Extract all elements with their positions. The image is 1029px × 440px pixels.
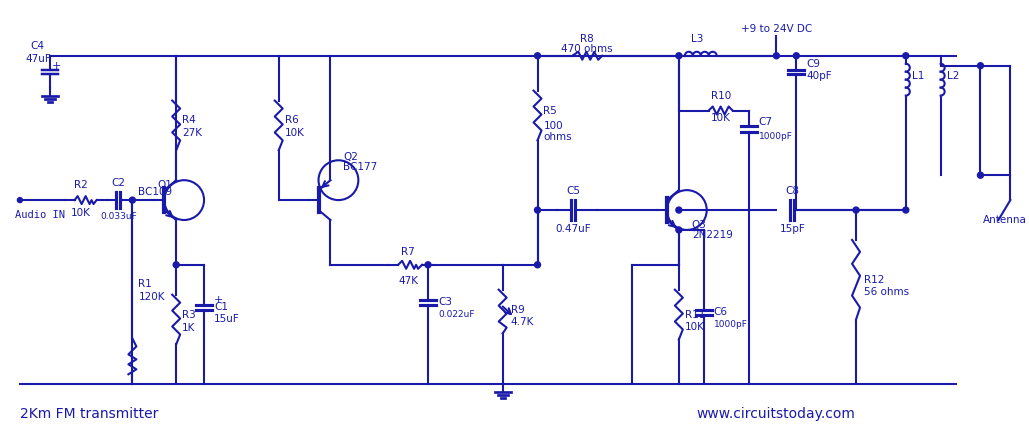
Text: R8: R8 [580, 34, 594, 44]
Circle shape [978, 172, 984, 178]
Text: 100
ohms: 100 ohms [543, 121, 572, 142]
Text: R7: R7 [401, 247, 415, 257]
Circle shape [853, 207, 859, 213]
Circle shape [425, 262, 431, 268]
Text: R11: R11 [685, 310, 705, 319]
Text: 2N2219: 2N2219 [691, 230, 733, 240]
Text: 0.033uF: 0.033uF [100, 212, 137, 221]
Text: BC177: BC177 [344, 162, 378, 172]
Text: 0.022uF: 0.022uF [438, 310, 474, 319]
Text: 15uF: 15uF [214, 314, 240, 323]
Text: R10: R10 [711, 91, 731, 101]
Text: C6: C6 [714, 307, 728, 316]
Circle shape [902, 207, 909, 213]
Text: 1000pF: 1000pF [714, 320, 748, 329]
Text: +: + [52, 61, 62, 71]
Text: 47K: 47K [398, 276, 418, 286]
Text: +: + [214, 295, 223, 304]
Text: 10K: 10K [685, 322, 705, 331]
Text: 470 ohms: 470 ohms [562, 44, 613, 54]
Text: R5: R5 [543, 106, 558, 116]
Text: Audio IN: Audio IN [15, 210, 65, 220]
Circle shape [676, 227, 682, 233]
Text: L2: L2 [947, 71, 959, 81]
Text: R4: R4 [182, 115, 196, 125]
Text: C4: C4 [31, 41, 45, 51]
Circle shape [534, 207, 540, 213]
Text: 47uF: 47uF [25, 54, 50, 64]
Text: L1: L1 [912, 71, 924, 81]
Text: Q3: Q3 [691, 220, 707, 230]
Text: R3: R3 [182, 310, 196, 319]
Text: 1000pF: 1000pF [758, 132, 792, 141]
Text: 10K: 10K [711, 114, 731, 124]
Text: Antenna: Antenna [984, 215, 1027, 225]
Text: +9 to 24V DC: +9 to 24V DC [741, 24, 812, 34]
Circle shape [676, 207, 682, 213]
Text: R9: R9 [510, 304, 525, 315]
Circle shape [173, 262, 179, 268]
Circle shape [902, 53, 909, 59]
Text: 2Km FM transmitter: 2Km FM transmitter [20, 407, 158, 421]
Text: Q2: Q2 [344, 152, 358, 162]
Circle shape [130, 197, 136, 203]
Text: 15pF: 15pF [779, 224, 806, 234]
Circle shape [676, 53, 682, 59]
Text: L3: L3 [690, 34, 703, 44]
Text: 120K: 120K [138, 292, 165, 302]
Text: C9: C9 [807, 59, 820, 69]
Text: Q1: Q1 [157, 180, 172, 190]
Circle shape [534, 53, 540, 59]
Text: C8: C8 [785, 186, 800, 196]
Circle shape [978, 63, 984, 69]
Circle shape [534, 262, 540, 268]
Text: R1: R1 [138, 279, 152, 289]
Text: C5: C5 [566, 186, 580, 196]
Text: 27K: 27K [182, 128, 202, 139]
Text: 0.47uF: 0.47uF [556, 224, 592, 234]
Circle shape [774, 53, 779, 59]
Text: 1K: 1K [182, 323, 196, 333]
Text: 40pF: 40pF [807, 71, 831, 81]
Text: C2: C2 [111, 178, 126, 188]
Text: R12: R12 [864, 275, 884, 285]
Text: 10K: 10K [285, 128, 305, 139]
Text: 4.7K: 4.7K [510, 316, 534, 326]
Text: 56 ohms: 56 ohms [864, 287, 910, 297]
Text: C1: C1 [214, 301, 228, 312]
Circle shape [17, 198, 23, 202]
Text: www.circuitstoday.com: www.circuitstoday.com [697, 407, 856, 421]
Text: 10K: 10K [71, 208, 91, 218]
Text: C3: C3 [438, 297, 452, 307]
Circle shape [793, 53, 800, 59]
Text: C7: C7 [758, 117, 773, 128]
Text: R2: R2 [74, 180, 87, 190]
Text: BC109: BC109 [138, 187, 172, 197]
Text: R6: R6 [285, 115, 298, 125]
